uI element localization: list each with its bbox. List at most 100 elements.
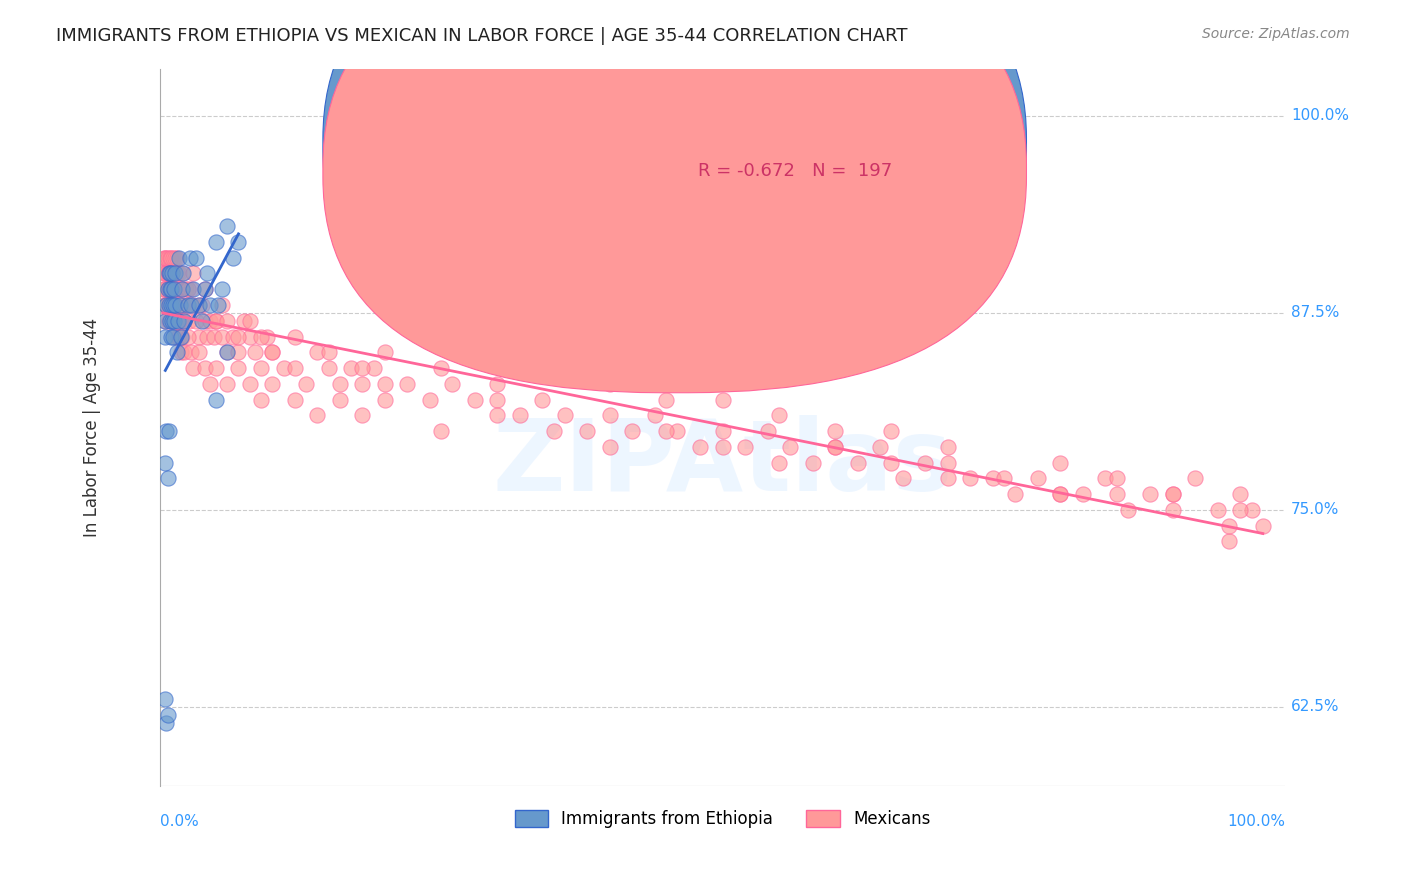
Point	[200, 298, 222, 312]
Point	[160, 298, 183, 312]
Point	[155, 329, 177, 343]
Point	[155, 456, 177, 470]
Point	[250, 392, 273, 407]
Point	[1071, 487, 1094, 501]
Point	[464, 392, 486, 407]
Point	[191, 298, 214, 312]
Point	[554, 409, 576, 423]
Point	[169, 298, 191, 312]
Point	[211, 282, 233, 296]
Point	[170, 329, 193, 343]
Point	[167, 298, 190, 312]
Point	[155, 298, 177, 312]
Point	[167, 267, 190, 281]
Point	[352, 409, 374, 423]
Point	[195, 267, 218, 281]
Point	[363, 361, 385, 376]
Point	[1105, 487, 1128, 501]
Point	[233, 314, 256, 328]
Point	[169, 282, 191, 296]
Point	[166, 314, 188, 328]
Point	[801, 456, 824, 470]
Point	[165, 329, 187, 343]
Text: ZIPAtlas: ZIPAtlas	[492, 415, 953, 511]
Text: IMMIGRANTS FROM ETHIOPIA VS MEXICAN IN LABOR FORCE | AGE 35-44 CORRELATION CHART: IMMIGRANTS FROM ETHIOPIA VS MEXICAN IN L…	[56, 27, 908, 45]
Point	[160, 282, 183, 296]
Point	[543, 361, 565, 376]
Text: R = -0.672   N =  197: R = -0.672 N = 197	[697, 162, 891, 180]
Point	[284, 392, 307, 407]
Text: 100.0%: 100.0%	[1227, 814, 1285, 830]
Point	[374, 376, 396, 391]
Point	[1049, 456, 1071, 470]
Point	[156, 282, 179, 296]
Point	[157, 267, 180, 281]
Point	[869, 440, 891, 454]
Point	[543, 424, 565, 438]
Point	[153, 251, 176, 265]
Point	[891, 471, 914, 485]
Point	[188, 345, 211, 359]
Point	[1240, 503, 1263, 517]
Point	[166, 314, 188, 328]
Point	[599, 376, 621, 391]
Point	[177, 282, 200, 296]
Point	[222, 329, 245, 343]
Text: In Labor Force | Age 35-44: In Labor Force | Age 35-44	[83, 318, 101, 537]
Point	[779, 440, 801, 454]
Point	[159, 298, 181, 312]
Point	[156, 707, 179, 722]
Point	[160, 282, 183, 296]
Point	[180, 298, 202, 312]
Point	[152, 298, 174, 312]
Point	[156, 282, 179, 296]
Point	[993, 471, 1015, 485]
Point	[166, 329, 188, 343]
Point	[205, 361, 228, 376]
Point	[172, 314, 194, 328]
Point	[183, 298, 205, 312]
Point	[329, 376, 352, 391]
Point	[666, 424, 689, 438]
Point	[160, 267, 183, 281]
Point	[1229, 487, 1251, 501]
Point	[824, 424, 846, 438]
Point	[205, 314, 228, 328]
Point	[217, 314, 239, 328]
Point	[211, 298, 233, 312]
Point	[880, 456, 903, 470]
Point	[157, 282, 180, 296]
Point	[167, 314, 190, 328]
Text: Source: ZipAtlas.com: Source: ZipAtlas.com	[1202, 27, 1350, 41]
Text: 0.0%: 0.0%	[160, 814, 198, 830]
Point	[188, 298, 211, 312]
Point	[621, 424, 644, 438]
Point	[1139, 487, 1161, 501]
Point	[711, 392, 734, 407]
Point	[486, 392, 509, 407]
Point	[155, 715, 177, 730]
Point	[195, 329, 218, 343]
Point	[396, 376, 419, 391]
Point	[160, 282, 183, 296]
Point	[155, 251, 177, 265]
Point	[155, 298, 177, 312]
Point	[689, 440, 711, 454]
Legend: Immigrants from Ethiopia, Mexicans: Immigrants from Ethiopia, Mexicans	[508, 804, 938, 835]
Point	[165, 298, 187, 312]
Point	[180, 282, 202, 296]
Point	[711, 440, 734, 454]
Point	[239, 329, 262, 343]
Point	[256, 329, 278, 343]
Point	[156, 251, 179, 265]
Point	[155, 298, 177, 312]
Point	[155, 424, 177, 438]
Point	[163, 282, 186, 296]
Point	[374, 345, 396, 359]
Text: 75.0%: 75.0%	[1291, 502, 1340, 517]
Point	[180, 345, 202, 359]
Point	[166, 298, 188, 312]
Point	[162, 329, 184, 343]
Point	[169, 314, 191, 328]
Point	[157, 298, 180, 312]
